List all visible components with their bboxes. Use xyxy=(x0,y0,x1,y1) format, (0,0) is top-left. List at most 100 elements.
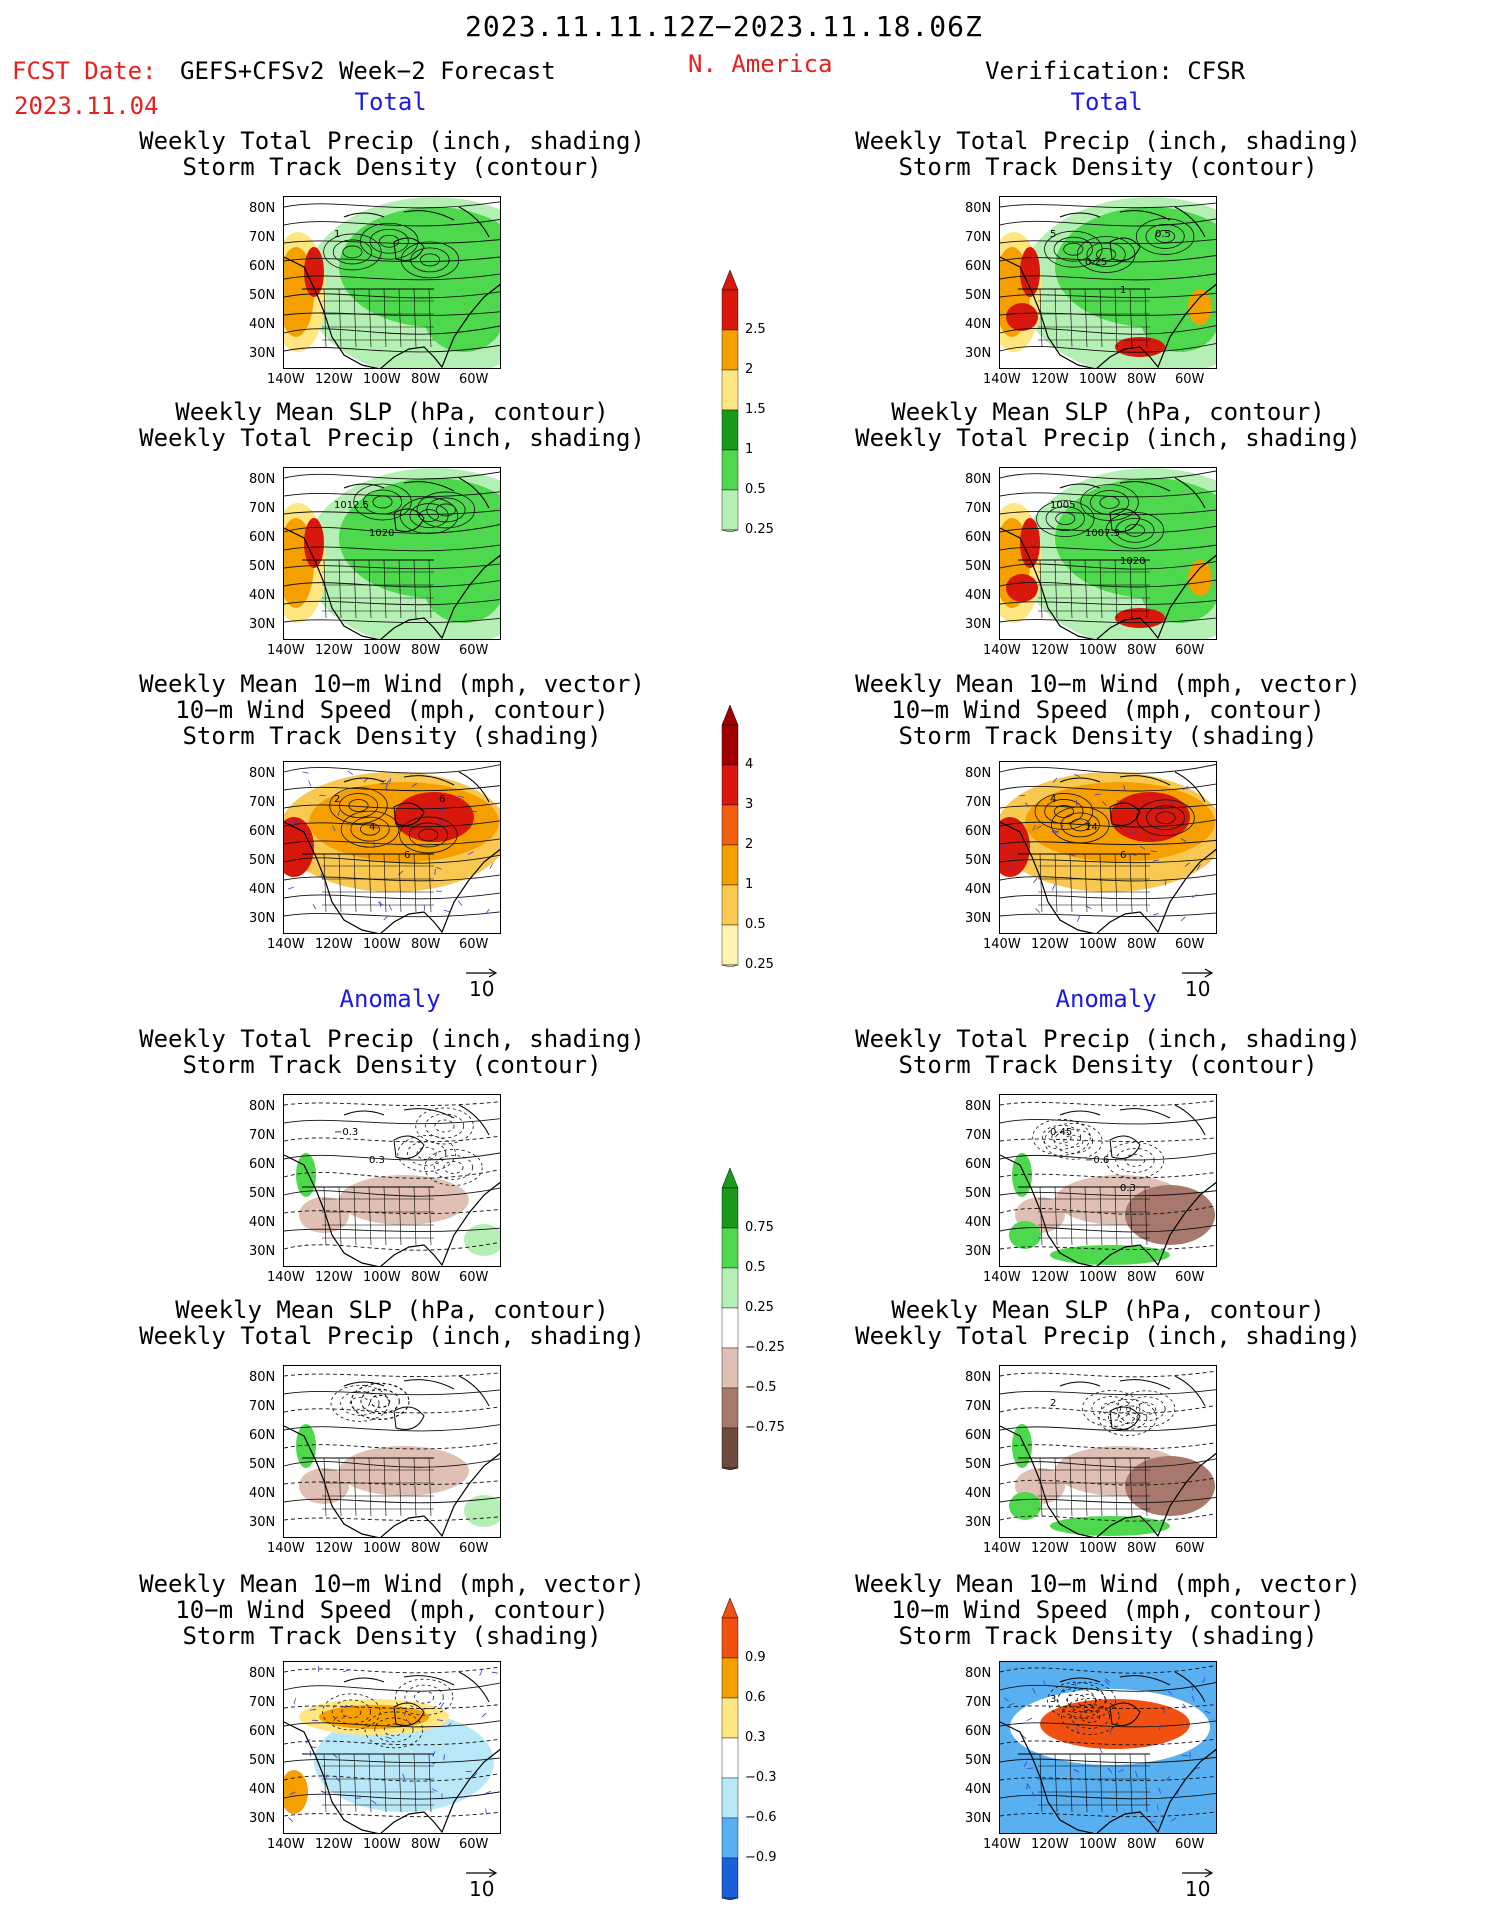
contour-ring xyxy=(348,799,369,812)
wind-vector xyxy=(341,1715,348,1719)
map-canvas: 2 4 6 6 xyxy=(284,764,500,933)
storm-anomaly-colorbar xyxy=(721,1598,739,1900)
hudson-bay xyxy=(1109,802,1141,826)
colorbar-cap-bottom xyxy=(721,964,739,967)
contour-ring xyxy=(399,497,459,534)
state-line xyxy=(1114,559,1118,619)
contour-line xyxy=(284,325,500,335)
contour-ring xyxy=(322,1693,381,1731)
precip-extreme-area xyxy=(1006,574,1038,602)
lon-label: 120W xyxy=(315,643,353,658)
anomaly-label-verification: Anomaly xyxy=(1055,985,1157,1013)
contour-ring xyxy=(1116,1390,1176,1428)
wind-vector xyxy=(289,1791,296,1795)
colorbar-tick-label: −0.6 xyxy=(745,1810,777,1825)
lat-label: 40N xyxy=(249,317,276,332)
arrow-head xyxy=(488,1868,498,1878)
lon-label: 120W xyxy=(1031,643,1069,658)
anomaly-label-forecast: Anomaly xyxy=(339,985,441,1013)
lon-label: 60W xyxy=(459,1837,489,1852)
coastline xyxy=(1000,527,1216,639)
contour-line xyxy=(284,524,500,534)
map-canvas: 1012.5 1020 xyxy=(284,468,500,639)
lon-label: 80W xyxy=(1127,372,1157,387)
contour-line xyxy=(284,1458,500,1468)
lat-label: 70N xyxy=(249,1399,276,1414)
precip-deficit-area xyxy=(339,1446,469,1496)
map-verif-1: 1005 1007.5 1020 xyxy=(999,467,1217,640)
lon-label: 60W xyxy=(1175,643,1205,658)
lon-label: 140W xyxy=(983,1541,1021,1556)
lon-label: 140W xyxy=(983,643,1021,658)
contour-label: 1007.5 xyxy=(1085,528,1120,539)
precip-heavy-area xyxy=(1188,560,1212,596)
state-line xyxy=(1069,1753,1073,1813)
wind-vector xyxy=(1105,1678,1111,1683)
colorbar-segment xyxy=(721,409,739,451)
wind-vector xyxy=(1152,859,1159,862)
contour-line xyxy=(284,273,500,281)
contour-ring xyxy=(350,816,390,842)
wind-vector xyxy=(347,770,354,775)
wind-vector xyxy=(1032,1688,1036,1694)
arctic-islands xyxy=(343,771,490,803)
lat-label: 30N xyxy=(249,1515,276,1530)
contour-label: 1 xyxy=(334,229,340,240)
state-line xyxy=(1129,1457,1133,1517)
map-canvas: 5 0.25 1 0.5 xyxy=(1000,197,1216,368)
wind-vector xyxy=(489,862,494,869)
lat-label: 80N xyxy=(965,201,992,216)
coastline xyxy=(284,1154,500,1266)
state-line xyxy=(323,853,327,913)
lat-label: 30N xyxy=(249,1811,276,1826)
colorbar-tick-label: 0.3 xyxy=(745,1730,766,1745)
contour-line xyxy=(284,892,500,900)
wind-vector xyxy=(481,1712,487,1718)
lon-label: 140W xyxy=(983,372,1021,387)
contour-line xyxy=(284,544,500,552)
wind-vector xyxy=(443,1754,445,1761)
colorbar-segment xyxy=(721,1387,739,1429)
colorbar-segment xyxy=(721,1427,739,1469)
contour-label: 0.3 xyxy=(1120,1183,1136,1194)
wind-vector xyxy=(1073,1680,1077,1687)
colorbar-segment xyxy=(721,369,739,411)
state-line xyxy=(1069,288,1073,348)
arrow-head xyxy=(1204,968,1214,978)
coastline xyxy=(284,527,500,639)
hudson-bay xyxy=(393,1135,425,1159)
fcst-date: 2023.11.04 xyxy=(14,92,159,120)
contour-ring xyxy=(1155,230,1176,243)
wind-vector xyxy=(354,1797,361,1799)
wind-vector xyxy=(1104,1680,1110,1685)
contour-ring xyxy=(1135,218,1195,255)
lat-label: 30N xyxy=(965,1515,992,1530)
contour-ring xyxy=(370,1394,391,1408)
panel-title-fcst-1-line1: Weekly Total Precip (inch, shading) xyxy=(139,424,645,452)
state-line xyxy=(1144,1186,1148,1246)
lat-label: 80N xyxy=(249,1099,276,1114)
panel-title-verif-4-line1: Weekly Total Precip (inch, shading) xyxy=(855,1322,1361,1350)
lat-label: 60N xyxy=(965,1724,992,1739)
contour-line xyxy=(1000,273,1216,281)
panel-title-fcst-3-line1: Storm Track Density (contour) xyxy=(182,1051,602,1079)
lat-label: 30N xyxy=(965,617,992,632)
state-line xyxy=(323,1457,327,1517)
lat-label: 80N xyxy=(249,766,276,781)
wind-vector xyxy=(383,915,389,921)
lon-label: 100W xyxy=(1079,1541,1117,1556)
colorbar-tick-label: 0.25 xyxy=(745,522,774,537)
contour-ring xyxy=(341,1705,362,1719)
lon-label: 80W xyxy=(411,372,441,387)
wind-vector xyxy=(434,869,436,876)
contour-ring xyxy=(1060,812,1100,838)
state-line xyxy=(1129,1186,1133,1246)
verification-label: Verification: CFSR xyxy=(985,57,1246,85)
storm-high-area xyxy=(284,817,314,877)
colorbar-segment xyxy=(721,1737,739,1779)
wind-vector xyxy=(471,810,478,813)
storm-anom-negative xyxy=(314,1712,494,1812)
lon-label: 100W xyxy=(1079,1270,1117,1285)
wind-vector xyxy=(1158,1724,1162,1731)
lon-label: 120W xyxy=(1031,1541,1069,1556)
